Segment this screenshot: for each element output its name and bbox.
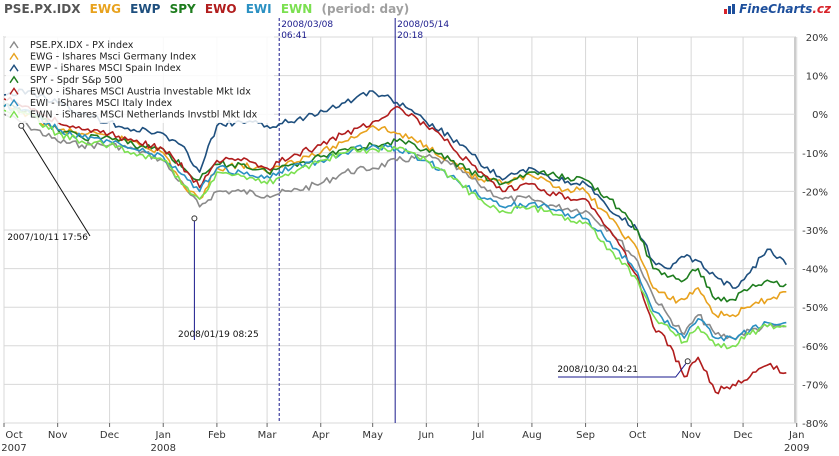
legend-swatch <box>9 75 19 84</box>
logo-domain: .cz <box>812 2 831 16</box>
x-tick-year: 2008 <box>151 443 176 454</box>
x-tick-label: Feb <box>208 430 226 441</box>
legend-swatch <box>9 63 19 72</box>
series-line <box>3 103 787 319</box>
series-line <box>3 108 787 350</box>
callout-leader <box>558 360 689 378</box>
y-tick-label: -40% <box>802 265 828 276</box>
y-tick-label: 10% <box>806 72 828 83</box>
x-tick-year: 2007 <box>1 443 26 454</box>
callouts: 2007/10/11 17:56 2008/01/19 08:25 2008/10/… <box>7 122 691 378</box>
logo-chart-icon <box>724 4 736 14</box>
callout-label: 2008/01/19 08:25 <box>178 330 259 340</box>
callout-leader <box>20 125 91 237</box>
ticker-3: SPY <box>169 2 196 16</box>
y-tick-label: 20% <box>806 33 828 44</box>
x-tick-label: Jul <box>471 430 484 441</box>
x-tick-year: 2009 <box>784 443 809 454</box>
x-tick-label: Oct <box>629 430 646 441</box>
y-tick-label: -30% <box>802 226 828 237</box>
ticker-1: EWG <box>89 2 121 16</box>
x-tick-label: Jun <box>418 430 435 441</box>
y-tick-label: 0% <box>812 110 828 121</box>
legend-swatch <box>9 87 19 95</box>
legend-entry: EWP - iShares MSCI Spain Index <box>30 63 181 74</box>
x-axis: Oct 2007 Nov Dec Jan 2008 Feb Mar Apr May Jun Jul Au… <box>1 423 809 454</box>
legend-entry: EWO - iShares MSCI Austria Investable Mk… <box>30 86 251 97</box>
legend-entry: SPY - Spdr S&p 500 <box>30 75 122 86</box>
series-lines <box>3 88 787 395</box>
legend-swatch <box>9 52 19 60</box>
y-tick-label: -70% <box>802 380 828 391</box>
y-tick-label: -50% <box>802 303 828 314</box>
x-tick-label: Nov <box>681 430 701 441</box>
marker-time: 06:41 <box>281 31 307 41</box>
legend-entry: EWG - Ishares Msci Germany Index <box>30 52 197 63</box>
x-tick-label: Oct <box>5 430 22 441</box>
x-tick-label: May <box>362 430 383 441</box>
x-tick-label: Nov <box>48 430 68 441</box>
x-tick-label: Sep <box>576 430 595 441</box>
x-tick-label: Dec <box>100 430 119 441</box>
ticker-2: EWP <box>130 2 161 16</box>
series-line <box>3 96 787 395</box>
x-tick-label: Aug <box>522 430 542 441</box>
callout-label: 2008/10/30 04:21 <box>557 365 638 375</box>
callout-label: 2007/10/11 17:56 <box>7 233 88 243</box>
y-tick-label: -60% <box>802 342 828 353</box>
callout-point <box>191 215 198 222</box>
legend-swatch <box>9 110 19 118</box>
ticker-6: EWN <box>280 2 313 16</box>
callout-point <box>18 122 25 129</box>
legend-box <box>6 36 274 123</box>
ticker-0: PSE.PX.IDX <box>4 2 81 16</box>
legend-swatch <box>9 40 19 49</box>
y-tick-label: -80% <box>802 419 828 430</box>
y-axis: 20% 10% 0% -10% -20% -30% -40% -50% -60% -70% -80% <box>802 33 828 430</box>
x-tick-label: Mar <box>258 430 278 441</box>
legend-entry: EWI - iShares MSCI Italy Index <box>30 98 173 109</box>
legend-swatch <box>9 98 19 107</box>
ticker-5: EWI <box>245 2 272 16</box>
marker-date: 2008/05/14 <box>397 20 449 30</box>
marker-time: 20:18 <box>397 31 423 41</box>
logo-text: FineCharts <box>739 2 813 16</box>
legend-entry: EWN - iShares MSCI Netherlands Invstbl M… <box>30 110 258 121</box>
x-tick-label: Apr <box>312 430 330 441</box>
series-line <box>3 88 787 289</box>
x-tick-label: Jan <box>155 430 171 441</box>
legend-entry: PSE.PX.IDX - PX index <box>30 40 134 51</box>
callout-point <box>684 358 691 365</box>
x-tick-label: Jan <box>788 430 804 441</box>
marker-date: 2008/03/08 <box>281 20 333 30</box>
finecharts-logo[interactable]: FineCharts.cz <box>723 2 831 16</box>
y-tick-label: -20% <box>802 187 828 198</box>
ticker-4: EWO <box>204 2 237 16</box>
series-line <box>3 103 787 303</box>
period-label: (period: day) <box>321 2 410 16</box>
chart-title: PSE.PX.IDX EWG EWP SPY EWO EWI EWN (peri… <box>4 2 414 16</box>
x-tick-label: Dec <box>733 430 752 441</box>
y-tick-label: -10% <box>802 149 828 160</box>
